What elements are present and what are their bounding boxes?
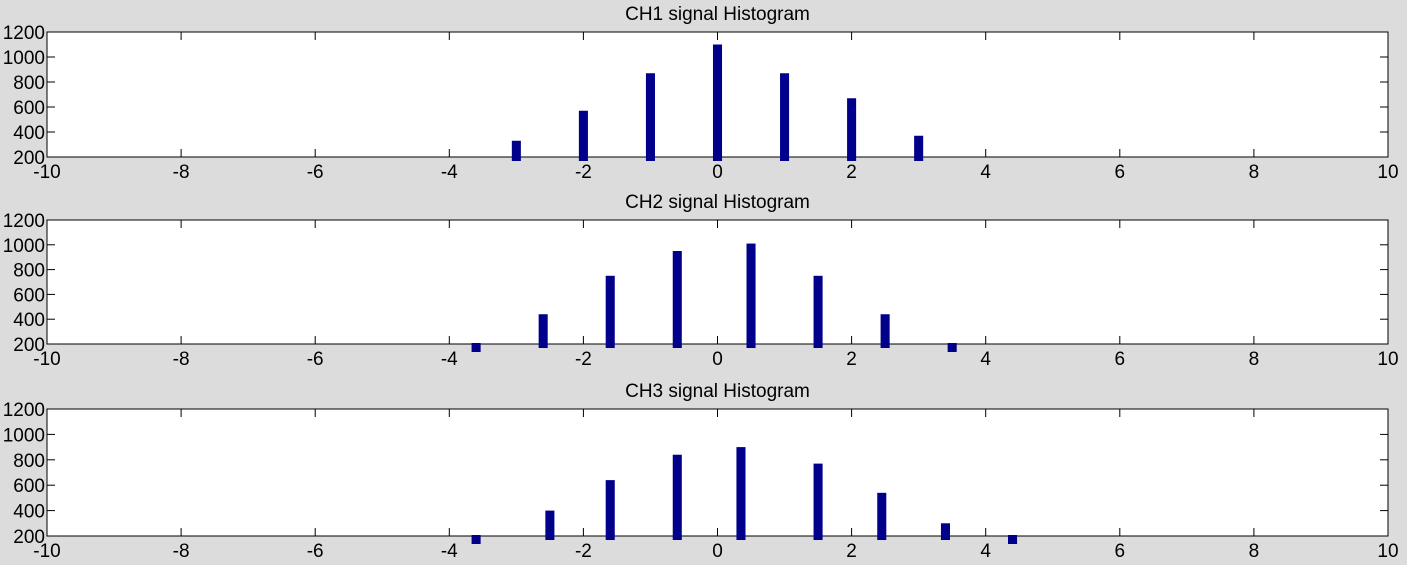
y-tick-label: 400: [13, 502, 45, 523]
histogram-bar: [605, 480, 615, 540]
y-tick-label: 200: [13, 148, 45, 169]
y-tick-label: 600: [13, 476, 45, 497]
x-tick-label: -6: [307, 541, 324, 562]
histogram-bar: [813, 275, 823, 348]
histogram-bar: [780, 73, 790, 161]
x-tick-label: -10: [33, 541, 60, 562]
histogram-bar: [645, 73, 655, 161]
y-tick-label: 1200: [3, 211, 45, 232]
y-tick-label: 400: [13, 123, 45, 144]
x-tick-label: 6: [1115, 349, 1126, 370]
histogram-bar: [471, 343, 481, 352]
axes-box: [46, 219, 1389, 345]
x-tick-label: -8: [173, 162, 190, 183]
histogram-bar: [605, 275, 615, 348]
histogram-bar: [545, 510, 555, 540]
histogram-bar: [847, 98, 857, 161]
histogram-bar: [471, 535, 481, 544]
histogram-bar: [947, 343, 957, 352]
histogram-bar: [538, 314, 548, 348]
histogram-bar: [511, 140, 521, 161]
chart-title: CH3 signal Histogram: [625, 381, 810, 402]
y-tick-label: 600: [13, 98, 45, 119]
x-tick-label: 8: [1249, 162, 1260, 183]
y-tick-label: 400: [13, 310, 45, 331]
histogram-bar: [736, 447, 746, 540]
x-tick-label: 0: [712, 349, 723, 370]
histogram-bar: [672, 251, 682, 348]
histogram-bar: [880, 314, 890, 348]
x-tick-label: 0: [712, 162, 723, 183]
y-tick-label: 1200: [3, 400, 45, 421]
y-tick-label: 1200: [3, 23, 45, 44]
chart-title: CH2 signal Histogram: [625, 192, 810, 213]
x-tick-label: -10: [33, 162, 60, 183]
x-tick-label: 2: [846, 541, 857, 562]
x-tick-label: 4: [980, 541, 991, 562]
x-tick-label: 10: [1377, 349, 1398, 370]
histogram-panel-ch2: -10 -8 -6 -4 -2 0 2 4 6 8 10 200 400 600 800 1000 1200 CH…: [3, 192, 1399, 370]
histogram-panel-ch3: -10 -8 -6 -4 -2 0 2 4 6 8 10 200 400 600 800 1000 1200 CH…: [3, 381, 1399, 562]
histogram-bar: [746, 243, 756, 348]
histogram-bar: [914, 135, 924, 161]
x-tick-label: -2: [575, 541, 592, 562]
chart-title: CH1 signal Histogram: [625, 4, 810, 25]
x-tick-label: 8: [1249, 541, 1260, 562]
histogram-bar: [1007, 535, 1018, 544]
x-tick-label: 8: [1249, 349, 1260, 370]
x-tick-label: 10: [1377, 162, 1398, 183]
y-tick-label: 1000: [3, 48, 45, 69]
histogram-bar: [813, 463, 823, 540]
x-tick-label: 4: [980, 349, 991, 370]
y-tick-label: 200: [13, 527, 45, 548]
x-tick-label: -8: [173, 349, 190, 370]
x-tick-label: 6: [1115, 541, 1126, 562]
y-tick-label: 800: [13, 261, 45, 282]
y-tick-label: 200: [13, 335, 45, 356]
histogram-panel-ch1: -10 -8 -6 -4 -2 0 2 4 6 8 10 200 400 600 800 1000 1200 CH…: [3, 4, 1399, 183]
x-tick-label: 2: [846, 162, 857, 183]
y-tick-label: 800: [13, 73, 45, 94]
x-tick-label: -6: [307, 162, 324, 183]
axes-box: [46, 408, 1389, 537]
histogram-bar: [712, 44, 723, 161]
x-tick-label: 2: [846, 349, 857, 370]
histogram-bar: [940, 523, 950, 540]
x-tick-label: 0: [712, 541, 723, 562]
x-tick-label: -2: [575, 349, 592, 370]
histogram-bar: [877, 492, 887, 540]
y-tick-label: 1000: [3, 236, 45, 257]
x-tick-label: 4: [980, 162, 991, 183]
x-tick-label: -6: [307, 349, 324, 370]
x-tick-label: -8: [173, 541, 190, 562]
x-tick-label: -2: [575, 162, 592, 183]
y-tick-label: 800: [13, 451, 45, 472]
x-tick-label: 10: [1377, 541, 1398, 562]
x-tick-label: -4: [441, 349, 458, 370]
y-tick-label: 1000: [3, 425, 45, 446]
x-tick-label: 6: [1115, 162, 1126, 183]
histogram-bar: [672, 454, 682, 540]
x-tick-label: -10: [33, 349, 60, 370]
x-tick-label: -4: [441, 162, 458, 183]
x-tick-label: -4: [441, 541, 458, 562]
histogram-bar: [578, 110, 588, 161]
y-tick-label: 600: [13, 285, 45, 306]
